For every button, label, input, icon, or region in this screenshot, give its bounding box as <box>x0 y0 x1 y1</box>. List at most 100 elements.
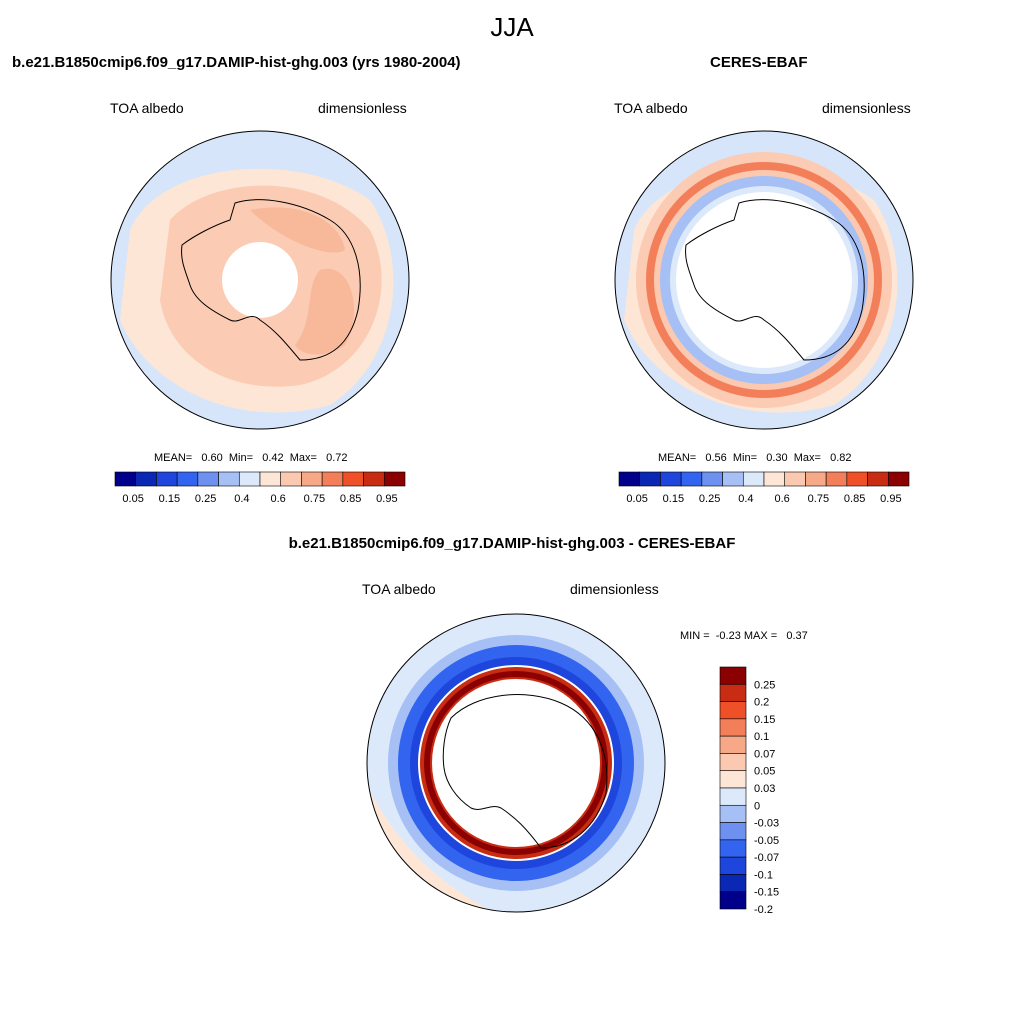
diff-panel-title: b.e21.B1850cmip6.f09_g17.DAMIP-hist-ghg.… <box>288 535 736 552</box>
diff-stats: MIN = -0.23 MAX = 0.37 <box>680 630 808 642</box>
model-colorbar-label: 0.05 <box>122 493 143 505</box>
diff-colorbar-label: 0.15 <box>754 714 775 726</box>
diff-colorbar-box <box>719 666 747 685</box>
model-colorbar-box <box>321 471 344 487</box>
model-map-missing-pole <box>222 242 298 318</box>
model-colorbar-label: 0.75 <box>304 493 325 505</box>
model-colorbar-box <box>280 471 302 487</box>
model-colorbar-box <box>197 471 219 487</box>
diff-variable-label: TOA albedo <box>362 581 436 597</box>
model-variable-label: TOA albedo <box>110 100 184 116</box>
obs-colorbar-box <box>846 471 868 487</box>
obs-colorbar-box <box>639 471 661 487</box>
diff-colorbar-box <box>719 753 747 772</box>
obs-colorbar-labels: 0.05 0.15 0.25 0.4 0.6 0.75 0.85 0.95 <box>626 493 901 505</box>
diff-map-missing-interior <box>432 679 600 847</box>
obs-map-border <box>614 130 914 430</box>
diff-colorbar-box <box>719 787 747 806</box>
diff-colorbar-label: -0.1 <box>754 869 773 881</box>
model-colorbar-label: 0.15 <box>159 493 180 505</box>
model-colorbar-box <box>383 471 406 487</box>
obs-colorbar-box <box>722 471 744 487</box>
diff-colorbar-label: 0.2 <box>754 697 769 709</box>
obs-variable-label: TOA albedo <box>614 100 688 116</box>
model-colorbar-box <box>114 471 137 487</box>
diff-colorbar-box <box>719 874 747 893</box>
diff-colorbar-label: 0.07 <box>754 748 775 760</box>
model-colorbar-box <box>218 471 240 487</box>
diff-colorbar-box <box>719 856 747 875</box>
diff-colorbar-box <box>719 839 747 858</box>
diff-colorbar-box <box>719 735 747 754</box>
model-colorbar-box <box>301 471 323 487</box>
obs-colorbar-box <box>701 471 723 487</box>
obs-map-coastline <box>685 199 865 361</box>
diff-polar-map <box>366 613 666 913</box>
obs-colorbar-box <box>680 471 703 487</box>
diff-colorbar-box <box>719 770 747 789</box>
obs-colorbar-label: 0.85 <box>844 493 865 505</box>
model-colorbar: 0.05 0.15 0.25 0.4 0.6 0.75 0.85 0.95 <box>114 471 406 505</box>
model-units-label: dimensionless <box>318 100 407 116</box>
diff-colorbar-label: 0 <box>754 800 760 812</box>
diff-map-border <box>366 613 666 913</box>
model-colorbar-box <box>156 471 178 487</box>
obs-map-missing-interior <box>676 192 852 368</box>
model-stats: MEAN= 0.60 Min= 0.42 Max= 0.72 <box>154 452 348 464</box>
obs-colorbar-box <box>660 471 682 487</box>
diff-map-coastline <box>442 694 608 849</box>
model-colorbar-label: 0.85 <box>340 493 361 505</box>
obs-colorbar: 0.05 0.15 0.25 0.4 0.6 0.75 0.85 0.95 <box>618 471 910 505</box>
model-colorbar-label: 0.95 <box>376 493 397 505</box>
model-panel-title: b.e21.B1850cmip6.f09_g17.DAMIP-hist-ghg.… <box>12 54 461 71</box>
model-colorbar-label: 0.4 <box>234 493 249 505</box>
model-colorbar-box <box>259 471 282 487</box>
model-map-border <box>110 130 410 430</box>
model-map-region-peak-2 <box>295 268 355 355</box>
obs-colorbar-label: 0.25 <box>699 493 720 505</box>
diff-colorbar-labels: 0.25 0.2 0.15 0.1 0.07 0.05 0.03 0 -0.03 -0.05 -0.… <box>754 679 779 915</box>
obs-stats: MEAN= 0.56 Min= 0.30 Max= 0.82 <box>658 452 852 464</box>
model-colorbar-box <box>342 471 364 487</box>
figure-title: JJA <box>490 12 534 42</box>
model-colorbar-box <box>176 471 199 487</box>
diff-colorbar-label: -0.2 <box>754 904 773 915</box>
diff-units-label: dimensionless <box>570 581 659 597</box>
obs-colorbar-box <box>887 471 910 487</box>
model-colorbar-box <box>363 471 385 487</box>
obs-colorbar-label: 0.4 <box>738 493 753 505</box>
model-map-coastline <box>181 199 361 361</box>
obs-colorbar-box <box>825 471 848 487</box>
model-polar-map <box>110 130 410 430</box>
model-colorbar-label: 0.25 <box>195 493 216 505</box>
model-colorbar-labels: 0.05 0.15 0.25 0.4 0.6 0.75 0.85 0.95 <box>122 493 397 505</box>
diff-colorbar-label: -0.05 <box>754 835 779 847</box>
obs-colorbar-label: 0.05 <box>626 493 647 505</box>
obs-colorbar-label: 0.15 <box>663 493 684 505</box>
model-colorbar-boxes <box>114 471 406 487</box>
diff-colorbar-boxes <box>719 666 747 910</box>
model-map-region-peak <box>250 207 345 253</box>
diff-colorbar-label: -0.15 <box>754 887 779 899</box>
diff-colorbar-box <box>719 718 747 737</box>
diff-colorbar-label: 0.25 <box>754 679 775 691</box>
obs-colorbar-box <box>805 471 827 487</box>
model-colorbar-label: 0.6 <box>270 493 285 505</box>
diff-colorbar-box <box>719 701 747 720</box>
model-colorbar-box <box>135 471 157 487</box>
obs-units-label: dimensionless <box>822 100 911 116</box>
diff-colorbar-label: 0.05 <box>754 766 775 778</box>
obs-colorbar-box <box>763 471 786 487</box>
diff-colorbar-box <box>719 822 747 841</box>
obs-colorbar-label: 0.6 <box>774 493 789 505</box>
obs-colorbar-box <box>742 471 765 487</box>
obs-colorbar-label: 0.95 <box>880 493 901 505</box>
obs-colorbar-box <box>618 471 641 487</box>
obs-colorbar-boxes <box>618 471 910 487</box>
diff-colorbar: 0.25 0.2 0.15 0.1 0.07 0.05 0.03 0 -0.03 -0.05 -0.… <box>719 666 779 915</box>
obs-colorbar-label: 0.75 <box>808 493 829 505</box>
obs-panel-title: CERES-EBAF <box>710 54 808 71</box>
diff-colorbar-box <box>719 804 747 823</box>
obs-polar-map <box>614 130 914 430</box>
diff-colorbar-box <box>719 891 747 910</box>
